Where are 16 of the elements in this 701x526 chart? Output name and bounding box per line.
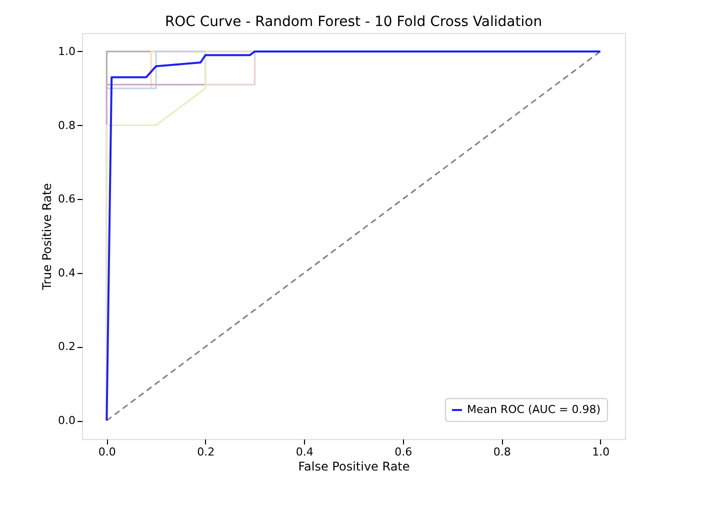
x-tick-label: 0.8 — [493, 446, 511, 458]
legend-label: Mean ROC (AUC = 0.98) — [467, 403, 600, 416]
y-tick-label: 0.4 — [58, 266, 76, 280]
y-tick-label: 0.0 — [58, 414, 76, 428]
x-tick-label: 0.0 — [98, 446, 116, 458]
x-axis-title: False Positive Rate — [298, 460, 410, 474]
x-tick-label: 0.6 — [394, 446, 412, 458]
y-tick-label: 0.8 — [58, 118, 76, 132]
chart-title: ROC Curve - Random Forest - 10 Fold Cross Validation — [164, 14, 542, 30]
x-tick-label: 0.2 — [197, 446, 215, 458]
y-tick-label: 1.0 — [58, 44, 76, 58]
y-axis-title: True Positive Rate — [40, 183, 54, 291]
y-tick-label: 0.2 — [58, 340, 76, 354]
x-tick-label: 1.0 — [592, 446, 610, 458]
x-tick-label: 0.4 — [296, 446, 314, 458]
y-tick-label: 0.6 — [58, 192, 76, 206]
